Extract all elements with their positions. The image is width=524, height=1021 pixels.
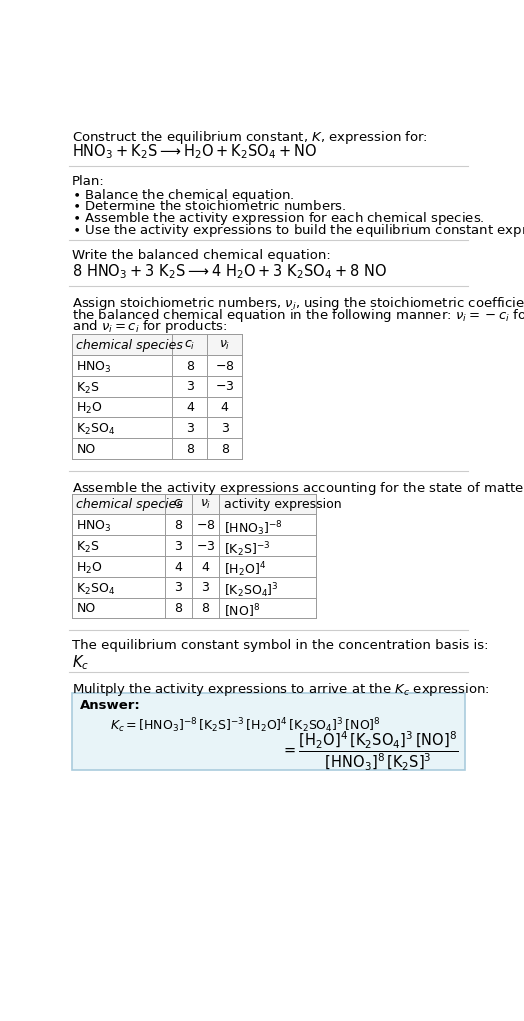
Text: $\mathrm{HNO_3}$: $\mathrm{HNO_3}$ (77, 519, 112, 534)
Text: NO: NO (77, 602, 95, 616)
Text: $K_c = [\mathrm{HNO_3}]^{-8}\,[\mathrm{K_2S}]^{-3}\,[\mathrm{H_2O}]^{4}\,[\mathr: $K_c = [\mathrm{HNO_3}]^{-8}\,[\mathrm{K… (111, 716, 381, 735)
Text: chemical species: chemical species (77, 339, 183, 352)
Text: $K_c$: $K_c$ (72, 653, 89, 672)
Text: and $\nu_i = c_i$ for products:: and $\nu_i = c_i$ for products: (72, 319, 227, 335)
Text: 3: 3 (186, 381, 194, 393)
Text: 3: 3 (221, 422, 228, 435)
Text: The equilibrium constant symbol in the concentration basis is:: The equilibrium constant symbol in the c… (72, 639, 488, 652)
Text: 8: 8 (201, 602, 210, 616)
Text: chemical species: chemical species (77, 498, 183, 512)
Text: $\mathrm{K_2S}$: $\mathrm{K_2S}$ (77, 381, 100, 395)
Text: 4: 4 (174, 561, 182, 574)
Text: $-8$: $-8$ (215, 359, 235, 373)
Text: 8: 8 (186, 443, 194, 455)
Text: $\mathrm{K_2SO_4}$: $\mathrm{K_2SO_4}$ (77, 581, 115, 596)
Text: $c_i$: $c_i$ (172, 498, 184, 512)
Text: Answer:: Answer: (80, 699, 140, 713)
Text: the balanced chemical equation in the following manner: $\nu_i = -c_i$ for react: the balanced chemical equation in the fo… (72, 306, 524, 324)
Text: $\bullet$ Determine the stoichiometric numbers.: $\bullet$ Determine the stoichiometric n… (72, 199, 346, 212)
Text: Assign stoichiometric numbers, $\nu_i$, using the stoichiometric coefficients, $: Assign stoichiometric numbers, $\nu_i$, … (72, 295, 524, 312)
Text: $\bullet$ Assemble the activity expression for each chemical species.: $\bullet$ Assemble the activity expressi… (72, 210, 484, 228)
Text: Assemble the activity expressions accounting for the state of matter and $\nu_i$: Assemble the activity expressions accoun… (72, 480, 524, 497)
Text: $-3$: $-3$ (215, 381, 234, 393)
Text: $-8$: $-8$ (195, 519, 215, 532)
Text: $c_i$: $c_i$ (184, 339, 195, 352)
Text: NO: NO (77, 443, 95, 455)
Text: 8: 8 (174, 519, 182, 532)
Text: $\nu_i$: $\nu_i$ (219, 339, 231, 352)
Text: 4: 4 (201, 561, 209, 574)
Text: 4: 4 (221, 401, 228, 415)
FancyBboxPatch shape (72, 334, 242, 355)
Text: $\mathrm{HNO_3 + K_2S \longrightarrow H_2O + K_2SO_4 + NO}$: $\mathrm{HNO_3 + K_2S \longrightarrow H_… (72, 143, 316, 161)
Text: 3: 3 (174, 581, 182, 594)
Text: $\mathrm{H_2O}$: $\mathrm{H_2O}$ (77, 401, 103, 417)
Text: $[\mathrm{HNO_3}]^{-8}$: $[\mathrm{HNO_3}]^{-8}$ (224, 519, 282, 538)
Text: $\nu_i$: $\nu_i$ (200, 498, 211, 512)
Text: 8: 8 (221, 443, 229, 455)
Text: $\bullet$ Use the activity expressions to build the equilibrium constant express: $\bullet$ Use the activity expressions t… (72, 222, 524, 239)
Text: Write the balanced chemical equation:: Write the balanced chemical equation: (72, 249, 331, 261)
Text: 4: 4 (186, 401, 194, 415)
Text: 3: 3 (186, 422, 194, 435)
Text: activity expression: activity expression (224, 498, 341, 512)
FancyBboxPatch shape (72, 693, 465, 770)
Text: $\mathrm{HNO_3}$: $\mathrm{HNO_3}$ (77, 359, 112, 375)
Text: $\mathrm{8\ HNO_3 + 3\ K_2S \longrightarrow 4\ H_2O + 3\ K_2SO_4 + 8\ NO}$: $\mathrm{8\ HNO_3 + 3\ K_2S \longrightar… (72, 262, 387, 282)
Text: $\bullet$ Balance the chemical equation.: $\bullet$ Balance the chemical equation. (72, 187, 294, 204)
Text: 8: 8 (174, 602, 182, 616)
Text: $[\mathrm{K_2SO_4}]^{3}$: $[\mathrm{K_2SO_4}]^{3}$ (224, 581, 278, 600)
Text: $\mathrm{K_2SO_4}$: $\mathrm{K_2SO_4}$ (77, 422, 115, 437)
Text: Mulitply the activity expressions to arrive at the $K_c$ expression:: Mulitply the activity expressions to arr… (72, 681, 489, 697)
Text: $\mathrm{K_2S}$: $\mathrm{K_2S}$ (77, 540, 100, 555)
Text: $= \dfrac{[\mathrm{H_2O}]^{4}\,[\mathrm{K_2SO_4}]^{3}\,[\mathrm{NO}]^{8}}{[\math: $= \dfrac{[\mathrm{H_2O}]^{4}\,[\mathrm{… (281, 730, 458, 773)
Text: $[\mathrm{K_2S}]^{-3}$: $[\mathrm{K_2S}]^{-3}$ (224, 540, 270, 558)
FancyBboxPatch shape (72, 494, 316, 515)
Text: 3: 3 (201, 581, 209, 594)
Text: 3: 3 (174, 540, 182, 552)
Text: Construct the equilibrium constant, $K$, expression for:: Construct the equilibrium constant, $K$,… (72, 129, 428, 146)
Text: 8: 8 (186, 359, 194, 373)
Text: Plan:: Plan: (72, 175, 104, 188)
Text: $-3$: $-3$ (195, 540, 215, 552)
Text: $[\mathrm{NO}]^{8}$: $[\mathrm{NO}]^{8}$ (224, 602, 260, 620)
Text: $[\mathrm{H_2O}]^{4}$: $[\mathrm{H_2O}]^{4}$ (224, 561, 266, 579)
Text: $\mathrm{H_2O}$: $\mathrm{H_2O}$ (77, 561, 103, 576)
